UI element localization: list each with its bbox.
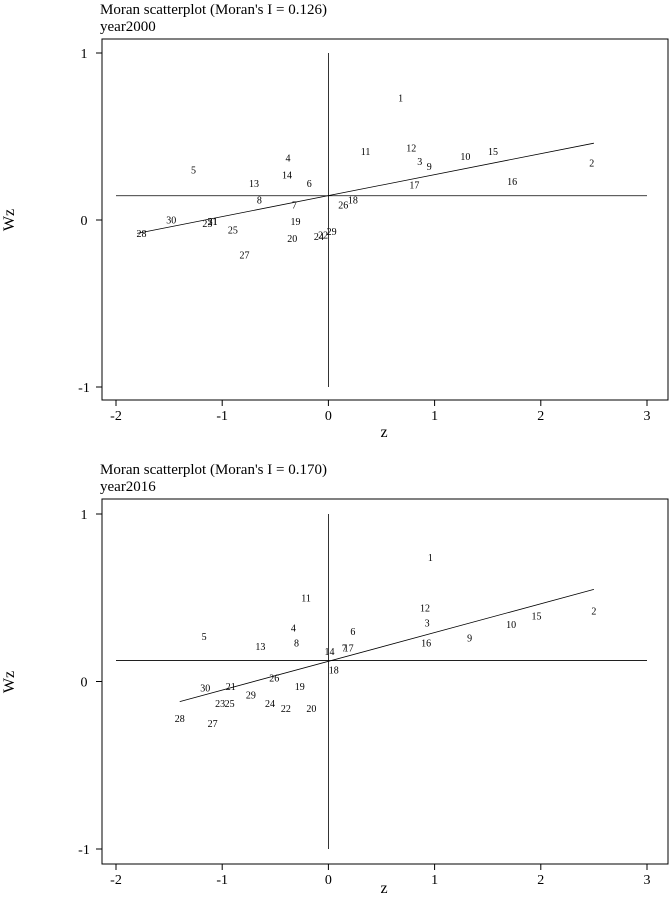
point-label: 8 xyxy=(294,638,299,649)
point-label: 24 xyxy=(314,232,324,243)
point-label: 3 xyxy=(417,157,422,168)
x-tick-label: 3 xyxy=(644,409,651,424)
point-label: 5 xyxy=(191,165,196,176)
point-label: 28 xyxy=(136,229,146,240)
point-label: 3 xyxy=(425,618,430,629)
x-tick-label: 2 xyxy=(537,409,544,424)
point-label: 15 xyxy=(488,147,498,158)
point-label: 14 xyxy=(324,647,334,658)
point-label: 9 xyxy=(467,633,472,644)
chart-year2000: Moran scatterplot (Moran's I = 0.126) ye… xyxy=(1,2,669,441)
chart-title: Moran scatterplot (Moran's I = 0.170) xyxy=(100,462,327,478)
point-label: 18 xyxy=(329,665,339,676)
chart-year2016: Moran scatterplot (Moran's I = 0.170) ye… xyxy=(1,462,669,897)
point-label: 1 xyxy=(398,94,403,105)
point-label: 20 xyxy=(306,704,316,715)
point-label: 14 xyxy=(282,170,292,181)
x-tick-label: -2 xyxy=(110,873,122,888)
y-tick-label: -1 xyxy=(78,843,90,858)
point-label: 28 xyxy=(175,714,185,725)
point-label: 31 xyxy=(208,217,218,228)
point-label: 21 xyxy=(226,682,236,693)
point-label: 13 xyxy=(255,642,265,653)
y-tick-label: 1 xyxy=(81,47,88,62)
x-tick-label: 0 xyxy=(325,409,332,424)
x-axis-label: z xyxy=(380,424,387,441)
point-label: 4 xyxy=(291,623,296,634)
point-label: 25 xyxy=(225,699,235,710)
point-label: 5 xyxy=(202,632,207,643)
x-tick-label: -1 xyxy=(216,873,228,888)
point-label: 16 xyxy=(421,638,431,649)
point-label: 15 xyxy=(532,612,542,623)
x-tick-label: 0 xyxy=(325,873,332,888)
point-label: 9 xyxy=(427,162,432,173)
point-label: 6 xyxy=(307,179,312,190)
point-label: 7 xyxy=(292,200,297,211)
point-label: 21 xyxy=(208,217,218,228)
y-axis-label: Wz xyxy=(1,209,18,231)
point-label: 26 xyxy=(269,674,279,685)
plot-area xyxy=(101,38,669,401)
point-label: 2 xyxy=(589,159,594,170)
y-tick-label: 0 xyxy=(81,214,88,229)
point-label: 1 xyxy=(428,553,433,564)
point-label: 16 xyxy=(507,177,517,188)
point-label: 2 xyxy=(591,607,596,618)
chart-subtitle: year2000 xyxy=(100,19,156,35)
point-label: 29 xyxy=(246,690,256,701)
chart-subtitle: year2016 xyxy=(100,479,156,495)
x-tick-label: 1 xyxy=(431,873,438,888)
point-label: 10 xyxy=(460,152,470,163)
point-label: 11 xyxy=(361,147,371,158)
x-tick-label: 3 xyxy=(644,873,651,888)
x-axis-label: z xyxy=(380,880,387,897)
point-label: 25 xyxy=(228,226,238,237)
fit-line xyxy=(137,142,594,234)
x-tick-label: -1 xyxy=(216,409,228,424)
point-label: 22 xyxy=(318,231,328,242)
point-label: 18 xyxy=(348,195,358,206)
point-label: 27 xyxy=(240,251,250,262)
point-label: 26 xyxy=(338,200,348,211)
point-label: 24 xyxy=(265,699,275,710)
y-tick-label: 1 xyxy=(81,508,88,523)
point-label: 12 xyxy=(406,144,416,155)
y-axis-label: Wz xyxy=(1,671,18,693)
point-label: 19 xyxy=(295,682,305,693)
point-label: 30 xyxy=(200,684,210,695)
point-label: 6 xyxy=(350,627,355,638)
point-label: 7 xyxy=(342,644,347,655)
point-label: 10 xyxy=(506,620,516,631)
point-label: 23 xyxy=(215,699,225,710)
x-tick-label: 1 xyxy=(431,409,438,424)
point-label: 20 xyxy=(287,234,297,245)
chart-title: Moran scatterplot (Moran's I = 0.126) xyxy=(100,2,327,18)
y-tick-label: 0 xyxy=(81,676,88,691)
point-label: 23 xyxy=(202,219,212,230)
point-label: 17 xyxy=(344,644,354,655)
x-tick-label: -2 xyxy=(110,409,122,424)
point-label: 8 xyxy=(257,195,262,206)
point-label: 12 xyxy=(420,603,430,614)
fit-line xyxy=(179,588,595,702)
point-label: 30 xyxy=(166,216,176,227)
point-label: 22 xyxy=(281,704,291,715)
point-label: 13 xyxy=(249,179,259,190)
y-tick-label: -1 xyxy=(78,381,90,396)
plot-area xyxy=(101,498,669,865)
point-label: 29 xyxy=(327,227,337,238)
x-tick-label: 2 xyxy=(537,873,544,888)
point-label: 4 xyxy=(286,154,291,165)
point-label: 19 xyxy=(290,217,300,228)
point-label: 17 xyxy=(409,180,419,191)
point-label: 27 xyxy=(208,719,218,730)
point-label: 11 xyxy=(301,593,311,604)
